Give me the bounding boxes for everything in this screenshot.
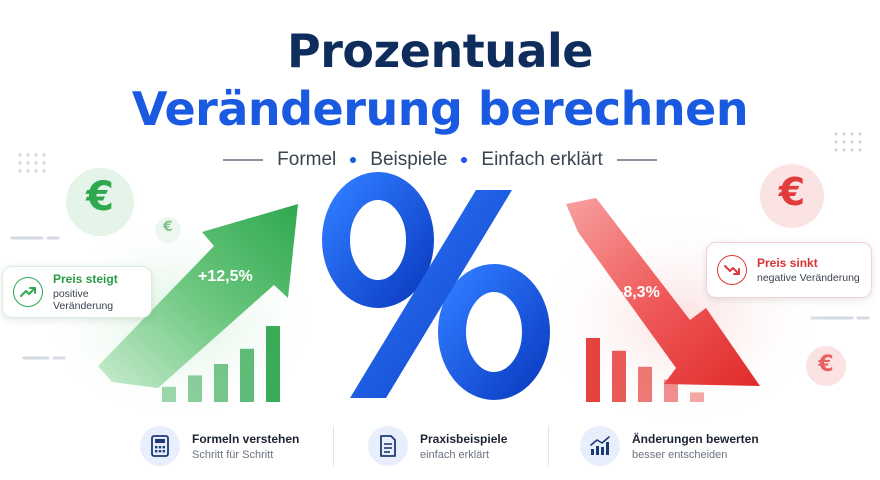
feature-subtitle: besser entscheiden: [632, 448, 728, 461]
subtitle-bullet: [461, 157, 468, 163]
euro-symbol-large-right: €: [778, 170, 806, 214]
euro-coin-green-large: [66, 168, 134, 236]
subtitle-line-right: [616, 159, 657, 161]
green-bar: [162, 386, 176, 402]
euro-symbol-small-left: €: [163, 219, 173, 235]
green-bar: [214, 364, 228, 402]
red-bar: [664, 379, 678, 402]
red-bar-chart: [586, 338, 704, 402]
decrease-percent-label: -8,3%: [618, 284, 660, 301]
feature-item: Änderungen bewerten besser entscheiden: [580, 420, 759, 472]
euro-symbol-small-right: €: [818, 352, 834, 377]
euro-coin-red-large: [760, 164, 824, 228]
feature-title: Formeln verstehen: [192, 431, 300, 446]
trend-up-icon: [13, 277, 43, 307]
red-bar: [638, 366, 652, 402]
document-icon: [368, 426, 408, 466]
title-line-1: Prozentuale: [287, 24, 593, 78]
euro-symbol-large-left: €: [86, 174, 114, 220]
feature-title: Änderungen bewerten: [632, 431, 759, 446]
green-up-arrow: [98, 204, 298, 388]
subtitle-item: Beispiele: [370, 149, 448, 170]
price-falls-subtitle: negative Veränderung: [757, 272, 860, 284]
dot-grid-right: [834, 132, 862, 152]
big-percent-sign: [322, 172, 550, 400]
green-bar: [188, 375, 202, 402]
red-bar: [612, 350, 626, 402]
subtitle-item: Einfach erklärt: [481, 149, 603, 170]
feature-divider: [548, 426, 549, 466]
subtitle-item: Formel: [277, 149, 337, 170]
feature-divider: [333, 426, 334, 466]
euro-coin-green-small: [155, 217, 181, 243]
price-rises-title: Preis steigt: [53, 272, 118, 286]
price-rises-subtitle: positive Veränderung: [53, 288, 114, 312]
red-down-arrow: [566, 198, 760, 386]
title-line-2: Veränderung berechnen: [131, 82, 749, 136]
feature-subtitle: Schritt für Schritt: [192, 448, 274, 461]
subtitle-line-left: [223, 159, 264, 161]
red-bar: [690, 392, 704, 402]
euro-coin-red-small: [806, 346, 846, 386]
calculator-icon: [140, 426, 180, 466]
feature-item: Formeln verstehen Schritt für Schritt: [140, 420, 299, 472]
increase-percent-label: +12,5%: [198, 268, 253, 285]
feature-title: Praxisbeispiele: [420, 431, 508, 446]
green-bar: [266, 326, 280, 402]
feature-row: Formeln verstehen Schritt für Schritt Pr…: [0, 420, 880, 472]
subtitle-bullet: [350, 157, 357, 163]
chart-icon: [580, 426, 620, 466]
green-bar-chart: [162, 326, 280, 402]
red-bar: [586, 338, 600, 402]
trend-down-icon: [717, 255, 747, 285]
subtitle-row: Formel Beispiele Einfach erklärt: [0, 148, 880, 172]
price-rises-card: Preis steigt positive Veränderung: [2, 266, 152, 318]
price-falls-title: Preis sinkt: [757, 256, 818, 270]
price-falls-card: Preis sinkt negative Veränderung: [706, 242, 872, 298]
feature-item: Praxisbeispiele einfach erklärt: [368, 420, 507, 472]
green-bar: [240, 348, 254, 402]
feature-subtitle: einfach erklärt: [420, 448, 490, 461]
dot-grid-left: [18, 153, 46, 173]
